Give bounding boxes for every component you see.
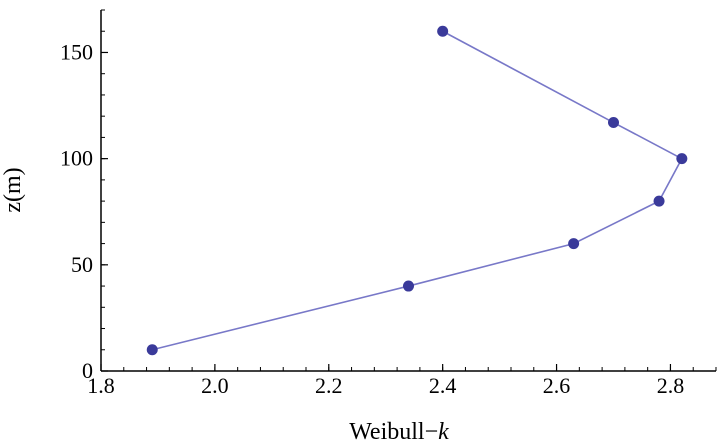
x-axis-title-variable: k <box>438 419 449 444</box>
data-point <box>653 195 665 207</box>
series-layer <box>146 25 688 356</box>
series-line <box>152 30 683 351</box>
y-ticks: 0 50 100 150 <box>60 9 108 383</box>
axes <box>100 10 716 372</box>
x-axis-title-separator: − <box>425 419 439 444</box>
x-tick-label: 2.6 <box>543 373 571 398</box>
y-tick-label: 100 <box>60 146 93 171</box>
data-point <box>437 25 449 37</box>
x-tick-label: 1.8 <box>87 373 115 398</box>
x-tick-label: 2.4 <box>429 373 457 398</box>
data-point <box>608 117 619 129</box>
y-tick-label: 150 <box>60 39 93 64</box>
x-tick-label: 2.2 <box>315 373 343 398</box>
x-tick-label: 2.8 <box>657 373 685 398</box>
data-point <box>568 238 580 250</box>
data-point <box>403 280 414 292</box>
data-point <box>676 153 688 165</box>
y-tick-label: 0 <box>82 358 93 383</box>
x-axis-title: Weibull−k <box>349 419 449 444</box>
x-axis-title-text: Weibull <box>349 419 425 444</box>
x-tick-label: 2.0 <box>201 373 229 398</box>
data-point <box>146 344 158 356</box>
x-ticks: 1.8 2.0 2.2 2.4 2.6 2.8 <box>87 364 717 398</box>
y-tick-label: 50 <box>71 252 93 277</box>
y-axis-title: z(m) <box>0 167 26 212</box>
